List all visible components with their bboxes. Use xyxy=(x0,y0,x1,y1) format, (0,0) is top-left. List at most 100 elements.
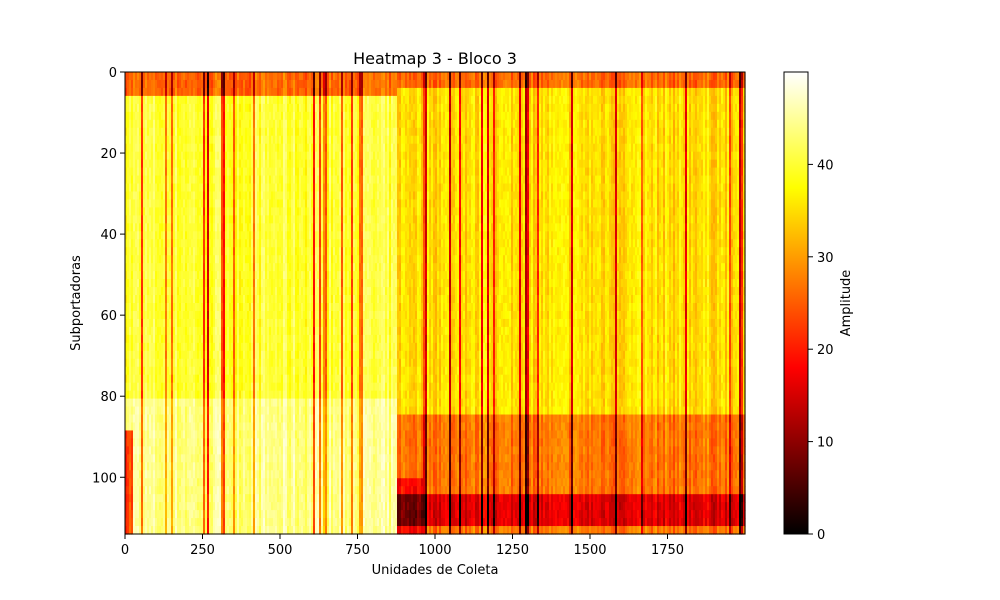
heatmap-cell xyxy=(161,143,164,153)
heatmap-cell xyxy=(137,398,140,408)
heatmap-cell xyxy=(163,470,166,479)
heatmap-cell xyxy=(161,422,164,432)
heatmap-cell xyxy=(131,175,134,185)
heatmap-cell xyxy=(131,287,134,296)
heatmap-cell xyxy=(163,374,166,384)
heatmap-cell xyxy=(125,374,128,384)
heatmap-cell xyxy=(147,287,150,296)
heatmap-cell xyxy=(147,159,150,169)
heatmap-cell xyxy=(153,231,156,240)
heatmap-cell xyxy=(125,310,128,320)
heatmap-cell xyxy=(157,111,160,121)
heatmap-cell xyxy=(137,263,140,272)
heatmap-cell xyxy=(157,159,160,169)
heatmap-cell xyxy=(125,135,128,145)
heatmap-cell xyxy=(129,382,132,392)
heatmap-cell xyxy=(145,255,148,264)
heatmap-cell xyxy=(141,303,144,312)
heatmap-cell xyxy=(145,223,148,232)
heatmap-cell xyxy=(161,239,164,248)
heatmap-cell xyxy=(129,191,132,201)
heatmap-cell xyxy=(167,295,170,304)
heatmap-cell xyxy=(155,279,158,288)
heatmap-cell xyxy=(135,422,138,432)
heatmap-cell xyxy=(131,478,134,487)
heatmap-cell xyxy=(129,446,132,455)
heatmap-cell xyxy=(125,486,128,495)
heatmap-cell xyxy=(155,526,158,535)
heatmap-cell xyxy=(135,199,138,209)
heatmap-cell xyxy=(143,303,146,312)
heatmap-cell xyxy=(135,215,138,224)
heatmap-cell xyxy=(153,72,156,81)
heatmap-cell xyxy=(165,127,168,137)
heatmap-cell xyxy=(167,175,170,185)
heatmap-cell xyxy=(157,478,160,487)
heatmap-cell xyxy=(153,350,156,360)
heatmap-cell xyxy=(149,111,152,121)
heatmap-cell xyxy=(133,446,136,455)
heatmap-cell xyxy=(151,470,154,479)
heatmap-cell xyxy=(129,239,132,248)
heatmap-cell xyxy=(135,119,138,129)
heatmap-cell xyxy=(131,207,134,216)
heatmap-cell xyxy=(135,207,138,216)
heatmap-cell xyxy=(125,151,128,161)
heatmap-cell xyxy=(147,87,150,97)
heatmap-cell xyxy=(133,310,136,320)
heatmap-cell xyxy=(145,310,148,320)
heatmap-cell xyxy=(159,398,162,408)
heatmap-cell xyxy=(163,342,166,352)
heatmap-cell xyxy=(153,183,156,193)
heatmap-cell xyxy=(165,478,168,487)
heatmap-cell xyxy=(145,358,148,368)
heatmap-cell xyxy=(163,119,166,129)
heatmap-cell xyxy=(149,326,152,336)
heatmap-cell xyxy=(153,255,156,264)
heatmap-cell xyxy=(157,422,160,432)
heatmap-cell xyxy=(161,462,164,471)
heatmap-cell xyxy=(127,342,130,352)
heatmap-cell xyxy=(137,502,140,511)
heatmap-cell xyxy=(153,318,156,328)
heatmap-cell xyxy=(147,143,150,153)
heatmap-cell xyxy=(137,446,140,455)
heatmap-cell xyxy=(163,103,166,113)
heatmap-cell xyxy=(159,478,162,487)
heatmap-cell xyxy=(163,199,166,209)
heatmap-cell xyxy=(147,223,150,232)
heatmap-cell xyxy=(165,390,168,400)
heatmap-cell xyxy=(135,462,138,471)
heatmap-cell xyxy=(133,390,136,400)
heatmap-cell xyxy=(129,263,132,272)
heatmap-cell xyxy=(145,422,148,432)
heatmap-cell xyxy=(143,326,146,336)
heatmap-cell xyxy=(155,191,158,201)
heatmap-cell xyxy=(133,518,136,527)
heatmap-cell xyxy=(165,279,168,288)
heatmap-cell xyxy=(161,79,164,89)
heatmap-cell xyxy=(131,470,134,479)
heatmap-cell xyxy=(137,494,140,503)
heatmap-cell xyxy=(145,215,148,224)
heatmap-cell xyxy=(127,207,130,216)
heatmap-cell xyxy=(127,159,130,169)
heatmap-cell xyxy=(151,398,154,408)
heatmap-cell xyxy=(135,502,138,511)
heatmap-cell xyxy=(149,486,152,495)
heatmap-cell xyxy=(135,350,138,360)
heatmap-cell xyxy=(149,207,152,216)
heatmap-cell xyxy=(127,334,130,344)
heatmap-cell xyxy=(125,223,128,232)
heatmap-cell xyxy=(125,167,128,177)
heatmap-cell xyxy=(129,350,132,360)
heatmap-cell xyxy=(155,510,158,519)
heatmap-cell xyxy=(139,119,142,129)
heatmap-cell xyxy=(165,334,168,344)
heatmap-cell xyxy=(133,72,136,81)
heatmap-cell xyxy=(139,518,142,527)
heatmap-cell xyxy=(151,478,154,487)
heatmap-cell xyxy=(143,310,146,320)
heatmap-cell xyxy=(149,350,152,360)
heatmap-cell xyxy=(135,494,138,503)
